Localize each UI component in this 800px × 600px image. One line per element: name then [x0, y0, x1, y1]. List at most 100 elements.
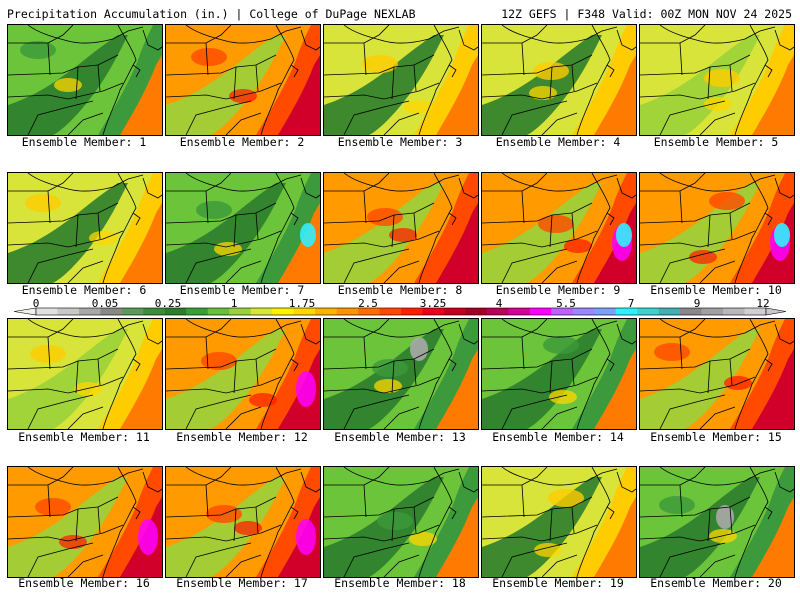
precipitation-map: [8, 467, 162, 577]
colorbar-swatch: [551, 308, 574, 315]
ensemble-member-map: [323, 318, 479, 430]
precipitation-map: [166, 467, 320, 577]
precipitation-map: [8, 319, 162, 429]
ensemble-member-map: [639, 318, 795, 430]
precipitation-map: [166, 25, 320, 135]
precipitation-map: [640, 25, 794, 135]
ensemble-member-map: [7, 318, 163, 430]
ensemble-member-map: [7, 172, 163, 284]
precipitation-map: [482, 173, 636, 283]
colorbar-tick-label: 7: [627, 297, 635, 310]
colorbar-tick-label: 9: [693, 297, 701, 310]
precipitation-map: [640, 319, 794, 429]
ensemble-member-map: [481, 318, 637, 430]
colorbar-swatch: [422, 308, 445, 315]
colorbar-swatch: [100, 308, 123, 315]
precipitation-map: [482, 467, 636, 577]
precipitation-map: [324, 467, 478, 577]
colorbar-swatch: [680, 308, 702, 315]
ensemble-member-map: [481, 466, 637, 578]
precipitation-map: [640, 467, 794, 577]
ensemble-member-map: [639, 24, 795, 136]
ensemble-member-label: Ensemble Member: 7: [179, 283, 305, 297]
colorbar-tick-label: 0.25: [154, 297, 182, 310]
colorbar-swatch: [615, 308, 638, 315]
colorbar-swatch: [443, 308, 466, 315]
ensemble-member-label: Ensemble Member: 17: [176, 576, 308, 590]
ensemble-member-map: [481, 24, 637, 136]
precipitation-map: [8, 25, 162, 135]
ensemble-member-label: Ensemble Member: 6: [21, 283, 147, 297]
colorbar-swatch: [658, 308, 681, 315]
colorbar-swatch: [121, 308, 144, 315]
precipitation-map: [324, 319, 478, 429]
colorbar-tick-label: 0: [32, 297, 40, 310]
ensemble-member-label: Ensemble Member: 20: [650, 576, 782, 590]
ensemble-member-map: [323, 172, 479, 284]
colorbar-swatch: [701, 308, 724, 315]
colorbar-swatch: [594, 308, 617, 315]
precipitation-map: [482, 25, 636, 135]
ensemble-member-label: Ensemble Member: 1: [21, 135, 147, 149]
colorbar-swatch: [293, 308, 316, 315]
colorbar-swatch: [379, 308, 402, 315]
ensemble-member-label: Ensemble Member: 14: [492, 430, 624, 444]
precipitation-map: [482, 319, 636, 429]
colorbar-tick-label: 12: [756, 297, 770, 310]
precipitation-map: [640, 173, 794, 283]
colorbar-tick-label: 3.25: [419, 297, 447, 310]
colorbar-tick-label: 1.75: [288, 297, 316, 310]
colorbar-tick-label: 0.05: [91, 297, 119, 310]
precipitation-map: [8, 173, 162, 283]
colorbar-swatch: [250, 308, 273, 315]
color-scale-bar: [13, 307, 787, 316]
colorbar-swatch: [36, 308, 58, 315]
colorbar-swatch: [336, 308, 359, 315]
colorbar-swatch: [315, 308, 337, 315]
colorbar-tick-label: 2.5: [358, 297, 378, 310]
colorbar-swatch: [164, 308, 187, 315]
ensemble-member-label: Ensemble Member: 13: [334, 430, 466, 444]
colorbar-swatch: [572, 308, 595, 315]
ensemble-member-label: Ensemble Member: 15: [650, 430, 782, 444]
colorbar-swatch: [744, 308, 767, 315]
ensemble-member-map: [7, 466, 163, 578]
ensemble-member-map: [7, 24, 163, 136]
colorbar-swatch: [143, 308, 166, 315]
ensemble-member-map: [165, 24, 321, 136]
ensemble-member-map: [323, 24, 479, 136]
page-title: Precipitation Accumulation (in.) | Colle…: [7, 7, 416, 21]
ensemble-member-label: Ensemble Member: 5: [653, 135, 779, 149]
ensemble-member-map: [639, 466, 795, 578]
ensemble-member-label: Ensemble Member: 9: [495, 283, 621, 297]
colorbar-swatch: [272, 308, 294, 315]
colorbar-swatch: [401, 308, 423, 315]
colorbar-tick-label: 1: [230, 297, 238, 310]
ensemble-member-label: Ensemble Member: 19: [492, 576, 624, 590]
ensemble-member-map: [165, 466, 321, 578]
ensemble-member-map: [165, 318, 321, 430]
ensemble-member-map: [639, 172, 795, 284]
colorbar-tick-label: 4: [495, 297, 503, 310]
precipitation-map: [166, 319, 320, 429]
colorbar-swatch: [465, 308, 488, 315]
colorbar-swatch: [723, 308, 745, 315]
colorbar-swatch: [229, 308, 252, 315]
ensemble-member-label: Ensemble Member: 12: [176, 430, 308, 444]
run-valid-time: 12Z GEFS | F348 Valid: 00Z MON NOV 24 20…: [501, 7, 792, 21]
precipitation-map: [324, 25, 478, 135]
ensemble-member-map: [323, 466, 479, 578]
colorbar-swatch: [57, 308, 80, 315]
colorbar-swatch: [207, 308, 230, 315]
ensemble-member-label: Ensemble Member: 10: [650, 283, 782, 297]
ensemble-member-label: Ensemble Member: 3: [337, 135, 463, 149]
colorbar-swatch: [508, 308, 531, 315]
ensemble-member-label: Ensemble Member: 11: [18, 430, 150, 444]
ensemble-member-map: [165, 172, 321, 284]
colorbar-right-arrow: [765, 307, 787, 316]
colorbar-swatch: [358, 308, 380, 315]
ensemble-member-map: [481, 172, 637, 284]
colorbar-tick-label: 5.5: [556, 297, 576, 310]
colorbar-swatch: [78, 308, 101, 315]
colorbar-swatch: [637, 308, 659, 315]
